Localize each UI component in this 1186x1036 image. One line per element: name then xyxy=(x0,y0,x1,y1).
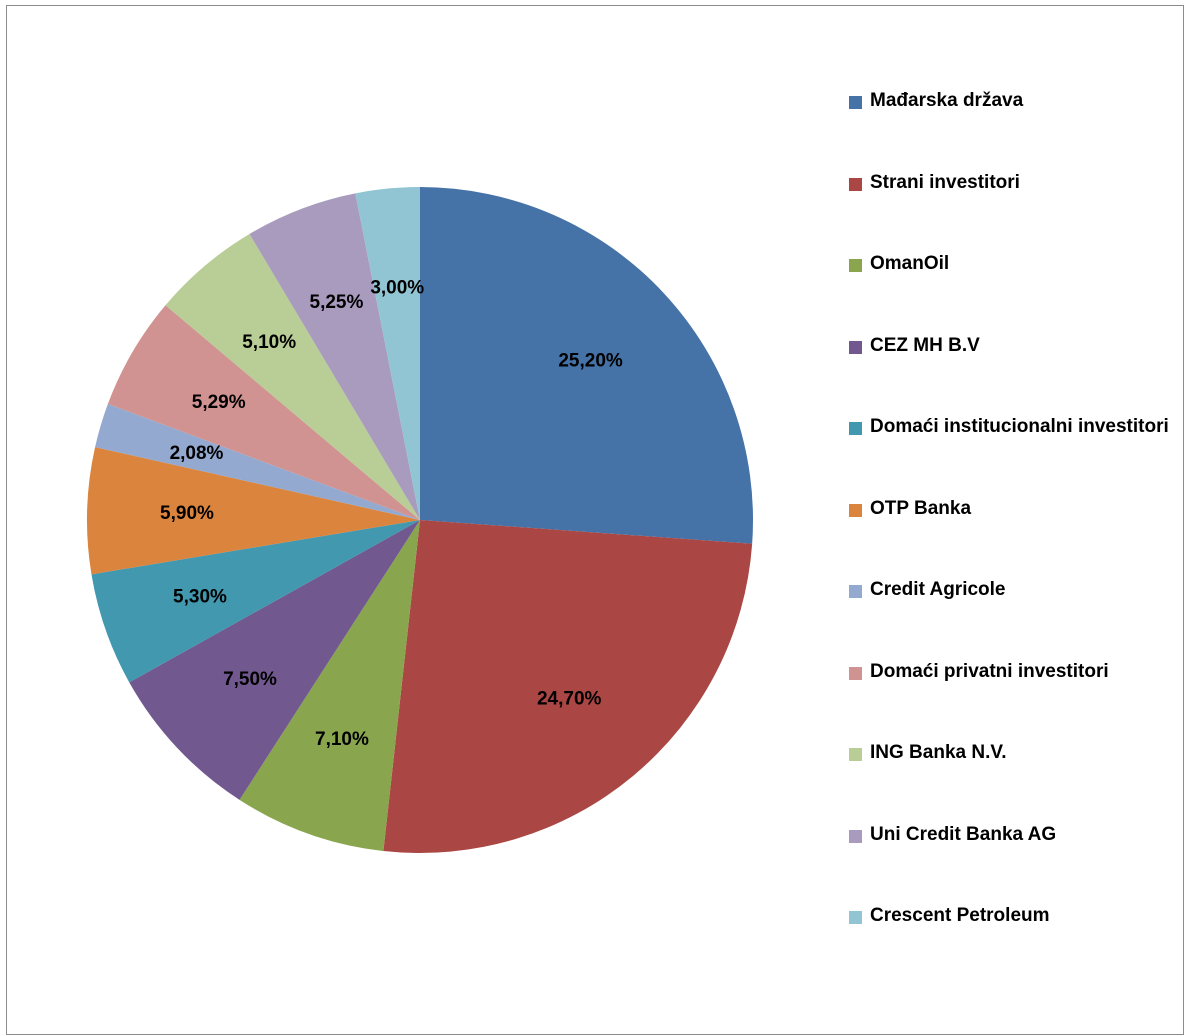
legend-swatch xyxy=(849,259,862,272)
legend-swatch xyxy=(849,585,862,598)
legend-item-cez-mh-b-v: CEZ MH B.V xyxy=(849,335,1170,360)
data-label-crescent-petroleum: 3,00% xyxy=(370,278,424,299)
legend-label: Domaći institucionalni investitori xyxy=(870,416,1169,437)
pie-slice-cez-mh-b-v xyxy=(129,520,420,800)
pie-slice-domaci-privatni-investitori xyxy=(107,305,421,520)
legend-label: OmanOil xyxy=(870,253,950,274)
legend-label: Domaći privatni investitori xyxy=(870,660,1109,682)
pie-slice-crescent-petroleum xyxy=(355,187,420,520)
legend-item-ing-banka-n-v: ING Banka N.V. xyxy=(849,742,1170,767)
legend-label: Crescent Petroleum xyxy=(870,905,1050,926)
legend-label: Strani investitori xyxy=(870,171,1020,193)
legend-swatch xyxy=(849,748,862,761)
pie-slice-uni-credit-banka-ag xyxy=(249,193,420,520)
legend-label: Uni Credit Banka AG xyxy=(870,823,1057,845)
legend-item-domaci-institucionalni-investitori: Domaći institucionalni investitori xyxy=(849,416,1170,441)
legend-item-madarska-drzava: Mađarska država xyxy=(849,90,1170,115)
data-label-credit-agricole: 2,08% xyxy=(170,443,224,464)
data-label-uni-credit-banka-ag: 5,25% xyxy=(310,292,364,313)
legend-item-otp-banka: OTP Banka xyxy=(849,498,1170,523)
pie-chart: 25,20% 24,70% 7,10% 7,50% 5,30% 5,90% 2,08% 5,2… xyxy=(86,187,753,853)
legend-swatch xyxy=(849,829,862,843)
data-label-cez-mh-b-v: 7,50% xyxy=(223,669,277,690)
pie-slice-strani-investitori xyxy=(383,520,753,853)
legend-label: OTP Banka xyxy=(870,497,972,519)
legend-swatch xyxy=(849,666,862,680)
data-label-domaci-institucionalni-investitori: 5,30% xyxy=(173,586,227,607)
legend-item-crescent-petroleum: Crescent Petroleum xyxy=(849,905,1170,930)
legend-swatch xyxy=(849,503,862,517)
legend-swatch xyxy=(849,96,862,109)
chart-area: 25,20% 24,70% 7,10% 7,50% 5,30% 5,90% 2,08% 5,2… xyxy=(6,5,1184,1035)
legend-item-domaci-privatni-investitori: Domaći privatni investitori xyxy=(849,661,1170,686)
legend-swatch xyxy=(849,177,862,191)
data-label-otp-banka: 5,90% xyxy=(160,503,214,524)
legend-item-uni-credit-banka-ag: Uni Credit Banka AG xyxy=(849,824,1170,849)
pie-slice-domaci-institucionalni-investitori xyxy=(91,520,420,683)
data-label-strani-investitori: 24,70% xyxy=(537,689,602,710)
pie-slice-otp-banka xyxy=(86,447,420,575)
pie-slices xyxy=(86,187,753,853)
legend-swatch xyxy=(849,422,862,435)
legend-label: Mađarska država xyxy=(870,90,1024,111)
legend-swatch xyxy=(849,911,862,924)
pie-slice-madarska-drzava xyxy=(420,187,753,544)
legend-item-credit-agricole: Credit Agricole xyxy=(849,579,1170,604)
legend-label: ING Banka N.V. xyxy=(870,742,1007,763)
data-label-madarska-drzava: 25,20% xyxy=(558,351,623,372)
legend-label: CEZ MH B.V xyxy=(870,334,980,356)
legend-item-strani-investitori: Strani investitori xyxy=(849,172,1170,197)
legend-label: Credit Agricole xyxy=(870,579,1006,600)
pie-slice-omanoil xyxy=(239,520,420,851)
pie-data-labels: 25,20% 24,70% 7,10% 7,50% 5,30% 5,90% 2,08% 5,2… xyxy=(160,278,623,751)
pie-slice-credit-agricole xyxy=(95,403,421,520)
legend-swatch xyxy=(849,340,862,354)
legend-item-omanoil: OmanOil xyxy=(849,253,1170,278)
data-label-ing-banka-n-v: 5,10% xyxy=(242,332,296,353)
pie-slice-ing-banka-n-v xyxy=(165,233,420,521)
data-label-domaci-privatni-investitori: 5,29% xyxy=(192,392,246,413)
data-label-omanoil: 7,10% xyxy=(315,729,369,750)
